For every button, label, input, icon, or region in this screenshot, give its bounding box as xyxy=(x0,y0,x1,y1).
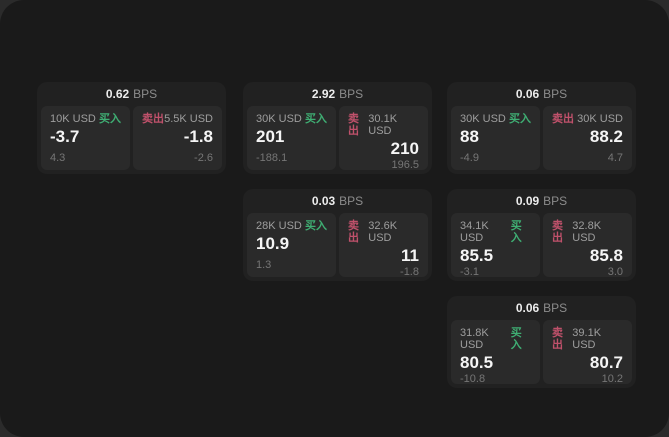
buy-panel[interactable]: 31.8K USD 买入 80.5 -10.8 xyxy=(451,320,540,385)
sell-side-label: 卖出 xyxy=(552,220,563,244)
quote-card: 2.92 BPS 30K USD 买入 201 -188.1 卖出 30.1K … xyxy=(243,82,432,174)
ask-change: 196.5 xyxy=(391,159,419,171)
sell-panel[interactable]: 卖出 5.5K USD -1.8 -2.6 xyxy=(133,106,222,170)
sell-panel[interactable]: 卖出 30.1K USD 210 196.5 xyxy=(339,106,428,171)
bps-value: 0.06 xyxy=(515,301,540,315)
sell-side-label: 卖出 xyxy=(142,113,164,125)
bid-change: -10.8 xyxy=(460,373,486,385)
bps-value: 0.03 xyxy=(311,194,336,208)
sell-notional: 32.6K USD xyxy=(368,220,398,244)
bid-change: 1.3 xyxy=(256,259,272,271)
bid-price: 85.5 xyxy=(460,246,494,265)
bps-unit: BPS xyxy=(339,87,364,101)
ask-change: -1.8 xyxy=(400,266,419,278)
bps-value: 0.62 xyxy=(105,87,130,101)
buy-panel[interactable]: 30K USD 买入 201 -188.1 xyxy=(247,106,336,170)
ask-change: 10.2 xyxy=(601,373,623,385)
ask-price: 88.2 xyxy=(589,127,623,146)
bps-unit: BPS xyxy=(543,194,568,208)
sell-panel[interactable]: 卖出 39.1K USD 80.7 10.2 xyxy=(543,320,632,385)
sell-notional: 5.5K USD xyxy=(164,113,213,125)
quote-card: 0.06 BPS 31.8K USD 买入 80.5 -10.8 卖出 39.1… xyxy=(447,296,636,388)
bid-price: 10.9 xyxy=(256,234,290,253)
bid-change: -188.1 xyxy=(256,152,288,164)
buy-panel[interactable]: 10K USD 买入 -3.7 4.3 xyxy=(41,106,130,170)
ask-change: 3.0 xyxy=(607,266,623,278)
buy-panel[interactable]: 30K USD 买入 88 -4.9 xyxy=(451,106,540,170)
bps-unit: BPS xyxy=(543,301,568,315)
sell-side-label: 卖出 xyxy=(348,220,359,244)
quote-card: 0.09 BPS 34.1K USD 买入 85.5 -3.1 卖出 32.8K… xyxy=(447,189,636,281)
bps-header: 0.03 BPS xyxy=(243,189,432,213)
bps-value: 0.06 xyxy=(515,87,540,101)
ask-price: -1.8 xyxy=(183,127,213,146)
buy-side-label: 买入 xyxy=(305,113,327,125)
bps-unit: BPS xyxy=(339,194,364,208)
sell-side-label: 卖出 xyxy=(552,327,563,351)
buy-side-label: 买入 xyxy=(509,113,531,125)
buy-notional: 28K USD xyxy=(256,220,302,232)
bps-header: 0.06 BPS xyxy=(447,82,636,106)
bps-unit: BPS xyxy=(543,87,568,101)
bid-change: -3.1 xyxy=(460,266,479,278)
ask-price: 11 xyxy=(401,246,419,265)
bid-price: -3.7 xyxy=(50,127,80,146)
ask-price: 80.7 xyxy=(589,353,623,372)
sell-notional: 30K USD xyxy=(577,113,623,125)
buy-side-label: 买入 xyxy=(510,327,522,351)
buy-notional: 34.1K USD xyxy=(460,220,489,244)
buy-panel[interactable]: 28K USD 买入 10.9 1.3 xyxy=(247,213,336,277)
sell-panel[interactable]: 卖出 32.6K USD 11 -1.8 xyxy=(339,213,428,278)
buy-side-label: 买入 xyxy=(305,220,327,232)
sell-side-label: 卖出 xyxy=(552,113,574,125)
bid-price: 88 xyxy=(460,127,479,146)
buy-panel[interactable]: 34.1K USD 买入 85.5 -3.1 xyxy=(451,213,540,278)
bps-header: 0.06 BPS xyxy=(447,296,636,320)
sell-side-label: 卖出 xyxy=(348,113,359,137)
bid-price: 201 xyxy=(256,127,285,146)
sell-panel[interactable]: 卖出 30K USD 88.2 4.7 xyxy=(543,106,632,170)
ask-change: 4.7 xyxy=(607,152,623,164)
bps-value: 2.92 xyxy=(311,87,336,101)
bid-change: -4.9 xyxy=(460,152,479,164)
bps-unit: BPS xyxy=(133,87,158,101)
quote-card: 0.06 BPS 30K USD 买入 88 -4.9 卖出 30K USD 8… xyxy=(447,82,636,174)
ask-change: -2.6 xyxy=(194,152,213,164)
bps-header: 0.09 BPS xyxy=(447,189,636,213)
bps-value: 0.09 xyxy=(515,194,540,208)
bps-header: 2.92 BPS xyxy=(243,82,432,106)
sell-notional: 30.1K USD xyxy=(368,113,398,137)
ask-price: 210 xyxy=(390,139,419,158)
buy-side-label: 买入 xyxy=(510,220,522,244)
buy-notional: 30K USD xyxy=(256,113,302,125)
sell-panel[interactable]: 卖出 32.8K USD 85.8 3.0 xyxy=(543,213,632,278)
buy-notional: 31.8K USD xyxy=(460,327,489,351)
buy-notional: 10K USD xyxy=(50,113,96,125)
buy-side-label: 买入 xyxy=(99,113,121,125)
quote-card: 0.62 BPS 10K USD 买入 -3.7 4.3 卖出 5.5K USD… xyxy=(37,82,226,174)
quote-card: 0.03 BPS 28K USD 买入 10.9 1.3 卖出 32.6K US… xyxy=(243,189,432,281)
bid-change: 4.3 xyxy=(50,152,66,164)
sell-notional: 39.1K USD xyxy=(572,327,602,351)
bps-header: 0.62 BPS xyxy=(37,82,226,106)
bid-price: 80.5 xyxy=(460,353,494,372)
buy-notional: 30K USD xyxy=(460,113,506,125)
sell-notional: 32.8K USD xyxy=(572,220,602,244)
ask-price: 85.8 xyxy=(589,246,623,265)
